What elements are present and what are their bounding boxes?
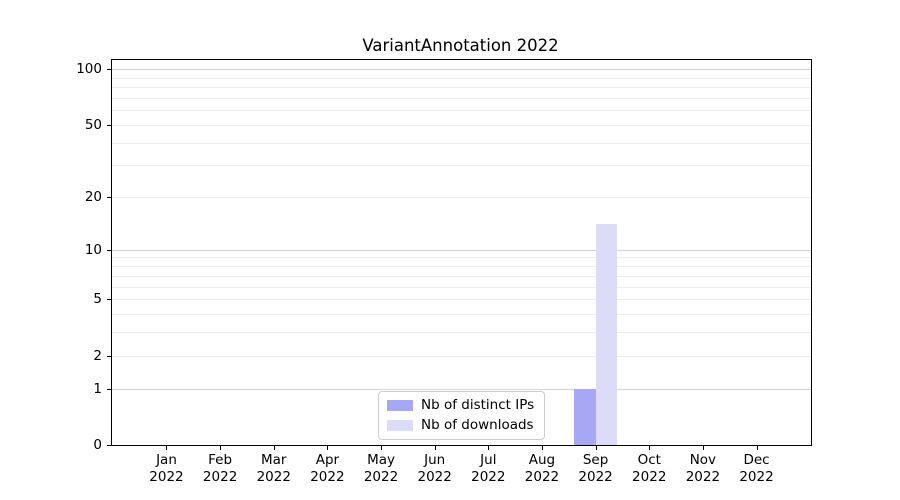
y-tick-label: 2 [93, 347, 102, 364]
x-tick-label: Sep 2022 [578, 452, 613, 485]
bar-nb-of-distinct-ips [574, 388, 596, 445]
minor-gridline [112, 257, 811, 259]
x-tick-label: Apr 2022 [310, 452, 345, 485]
x-tick-mark [488, 446, 490, 450]
minor-gridline [112, 87, 811, 89]
legend-label-downloads: Nb of downloads [421, 417, 534, 433]
minor-gridline [112, 110, 811, 112]
x-tick-mark [649, 446, 651, 450]
x-tick-label: Feb 2022 [202, 452, 238, 485]
x-tick-label: Dec 2022 [739, 452, 774, 485]
x-tick-mark [702, 446, 704, 450]
minor-gridline [112, 275, 811, 277]
major-gridline [112, 69, 811, 71]
x-tick-mark [595, 446, 597, 450]
x-tick-mark [166, 446, 168, 450]
x-tick-label: Mar 2022 [256, 452, 291, 485]
minor-gridline [112, 197, 811, 199]
minor-gridline [112, 266, 811, 268]
y-tick-label: 0 [93, 437, 102, 453]
legend-item-distinct-ips: Nb of distinct IPs [387, 398, 536, 413]
legend-swatch-downloads [387, 420, 413, 431]
minor-gridline [112, 165, 811, 167]
y-tick-mark [107, 249, 111, 251]
y-tick-mark [107, 197, 111, 199]
y-tick-mark [107, 388, 111, 390]
major-gridline [112, 249, 811, 251]
y-tick-mark [107, 355, 111, 357]
x-tick-label: Nov 2022 [685, 452, 721, 485]
y-tick-mark [107, 299, 111, 301]
minor-gridline [112, 355, 811, 357]
x-tick-label: Jan 2022 [149, 452, 184, 485]
legend-item-downloads: Nb of downloads [387, 418, 536, 433]
x-tick-label: Jul 2022 [471, 452, 506, 485]
y-tick-label: 50 [84, 116, 102, 133]
x-tick-label: Oct 2022 [632, 452, 667, 485]
y-tick-label: 5 [93, 291, 102, 308]
x-tick-mark [220, 446, 222, 450]
y-tick-label: 1 [93, 380, 102, 397]
x-tick-mark [381, 446, 383, 450]
y-tick-mark [107, 124, 111, 126]
minor-gridline [112, 332, 811, 334]
x-tick-mark [756, 446, 758, 450]
y-tick-mark [107, 445, 111, 446]
plot-area [111, 59, 812, 446]
minor-gridline [112, 313, 811, 315]
major-gridline [112, 388, 811, 390]
x-tick-mark [273, 446, 275, 450]
minor-gridline [112, 97, 811, 99]
x-tick-label: Jun 2022 [417, 452, 452, 485]
y-tick-label: 10 [84, 241, 102, 258]
x-tick-mark [434, 446, 436, 450]
x-tick-label: May 2022 [363, 452, 399, 485]
legend-swatch-distinct-ips [387, 400, 413, 411]
bar-nb-of-downloads [595, 224, 618, 445]
y-tick-label: 20 [84, 189, 102, 206]
x-tick-mark [541, 446, 543, 450]
y-tick-mark [107, 69, 111, 71]
y-tick-label: 100 [76, 61, 102, 78]
legend: Nb of distinct IPs Nb of downloads [378, 391, 545, 440]
minor-gridline [112, 124, 811, 126]
x-tick-mark [327, 446, 329, 450]
minor-gridline [112, 142, 811, 144]
minor-gridline [112, 77, 811, 79]
minor-gridline [112, 299, 811, 301]
chart-title: VariantAnnotation 2022 [362, 36, 559, 55]
minor-gridline [112, 286, 811, 288]
legend-label-distinct-ips: Nb of distinct IPs [421, 397, 535, 413]
x-tick-label: Aug 2022 [524, 452, 560, 485]
